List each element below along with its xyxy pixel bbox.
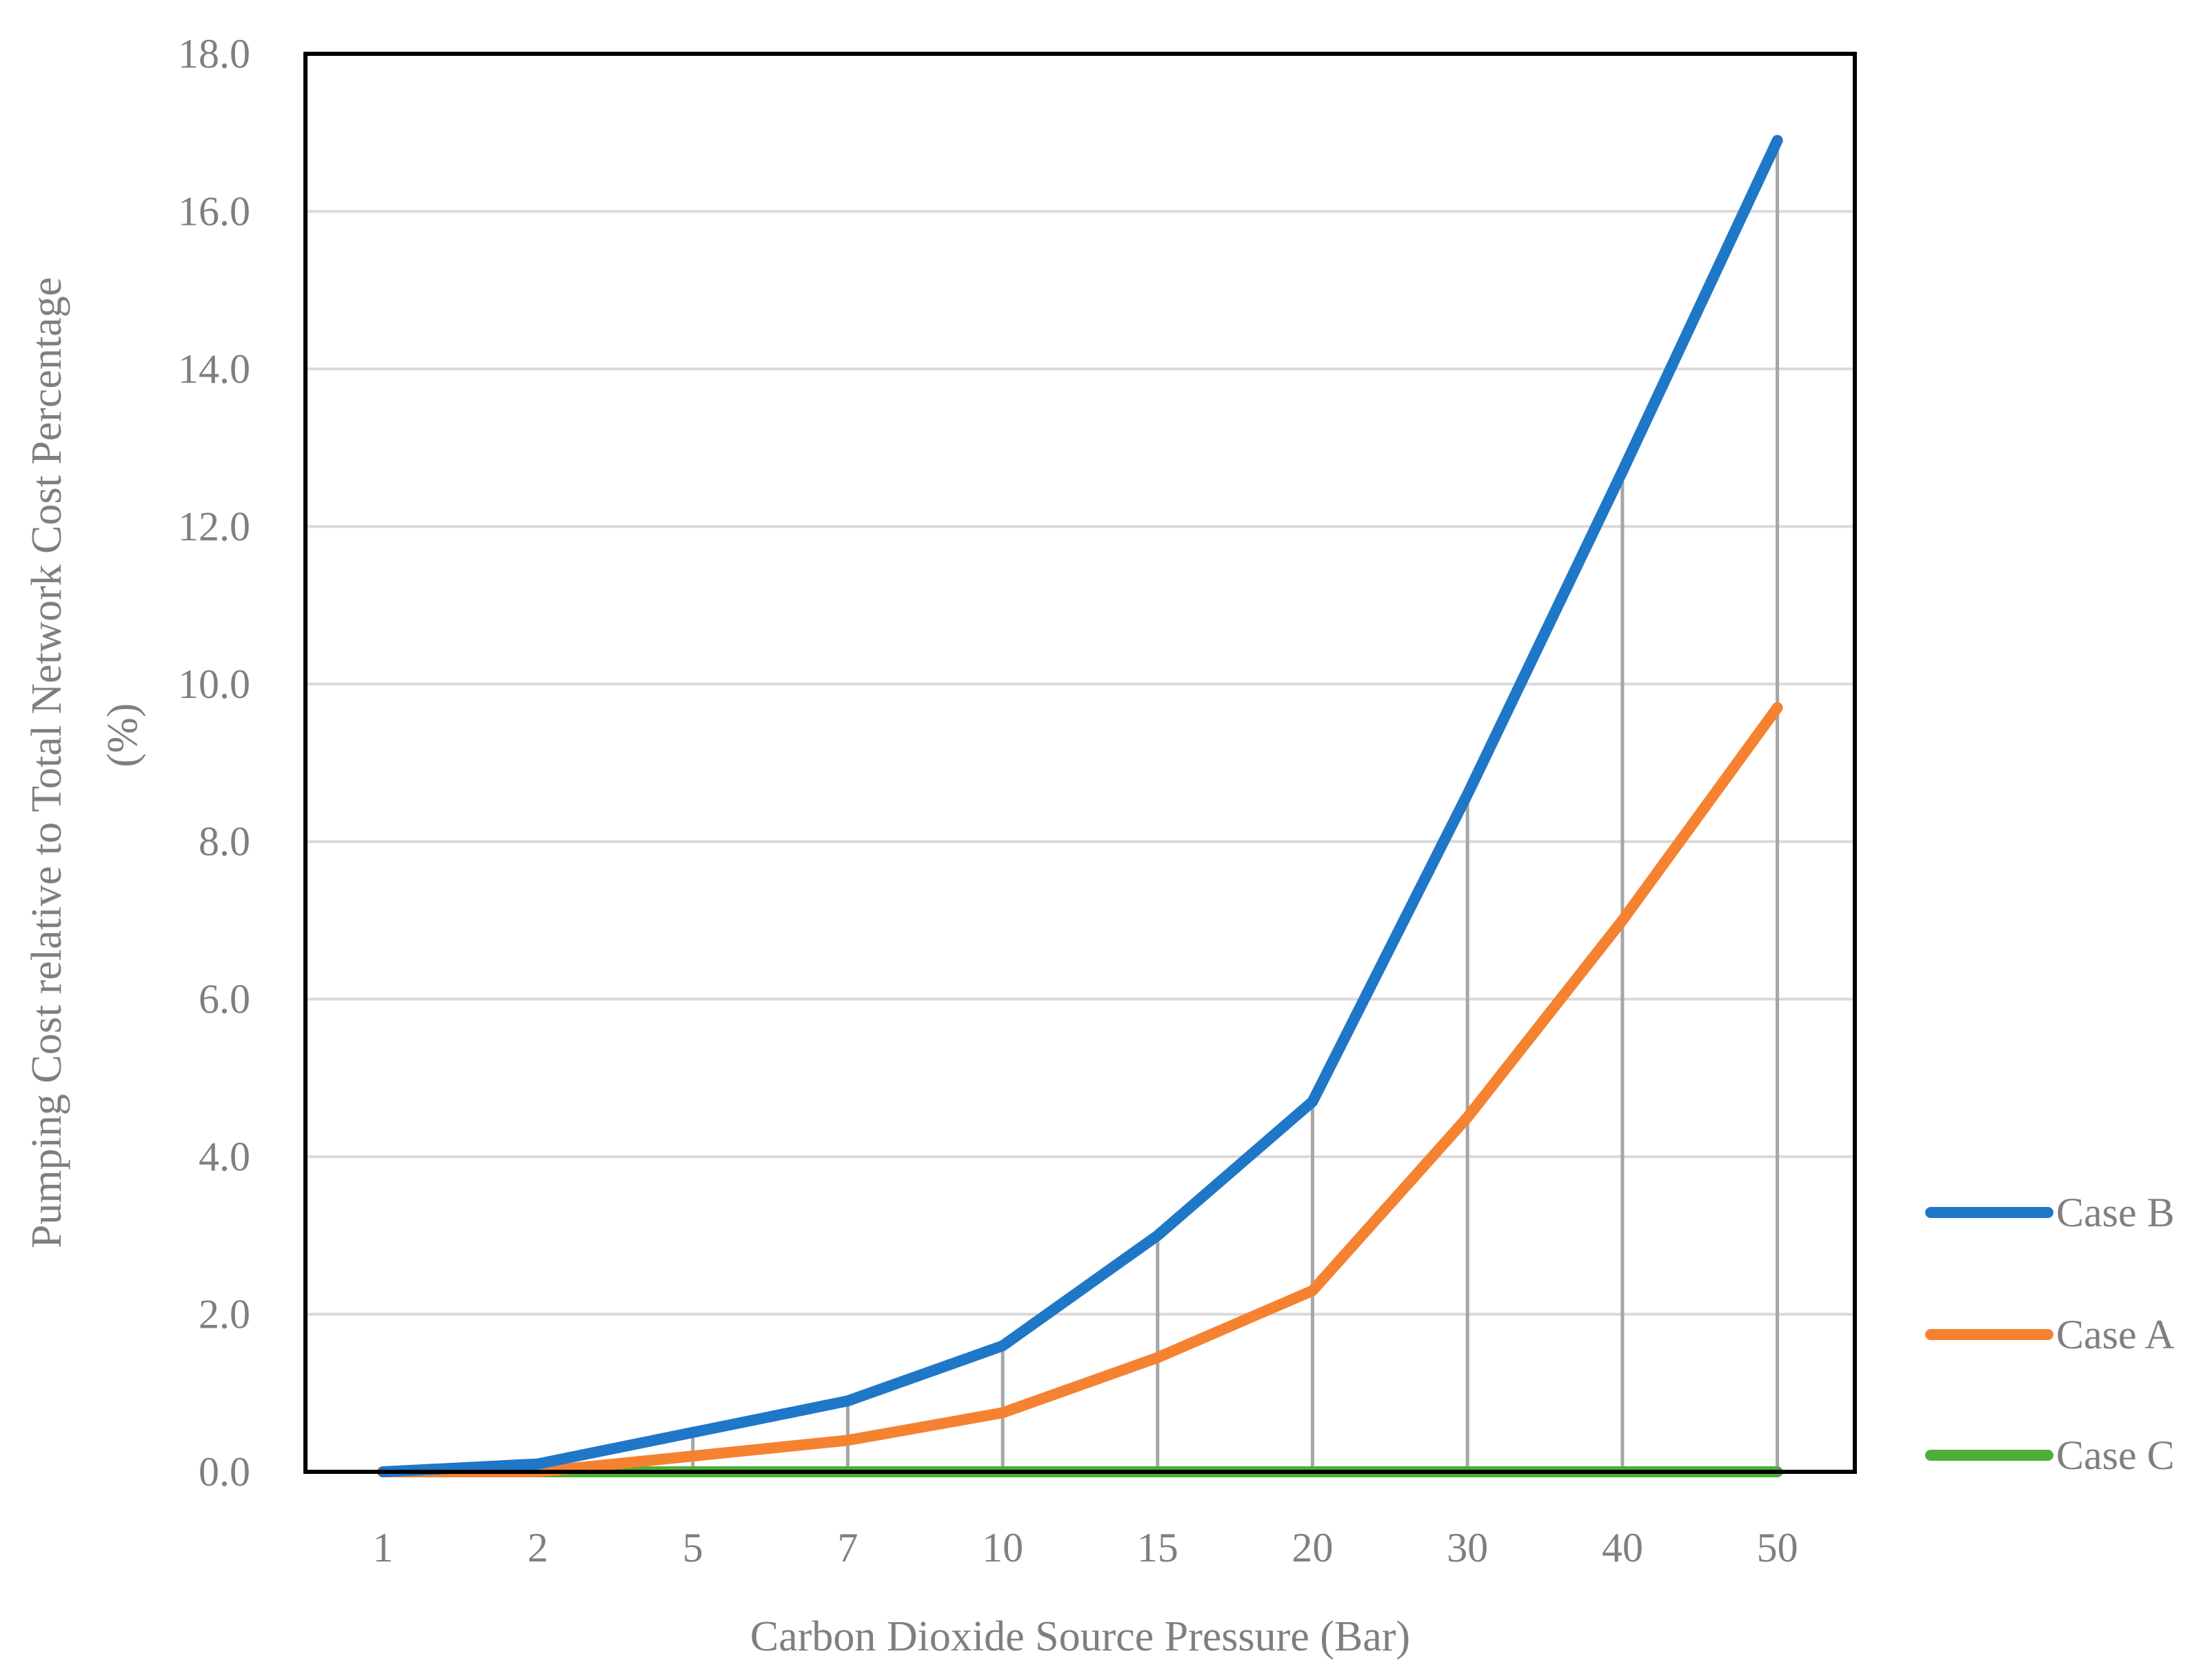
- legend-label: Case C: [2056, 1433, 2175, 1478]
- x-tick-label: 10: [982, 1525, 1023, 1570]
- series-line-case-a: [377, 702, 1783, 1477]
- y-tick-label: 14.0: [178, 346, 250, 392]
- legend-label: Case B: [2056, 1190, 2175, 1235]
- drop-lines: [536, 140, 1780, 1472]
- legend-item: Case C: [1925, 1433, 2175, 1478]
- x-tick-label: 1: [372, 1525, 393, 1570]
- legend-item: Case B: [1925, 1190, 2175, 1235]
- x-axis-tick-labels: 1 2 5 7 10 15 20 30 40 50: [372, 1525, 1798, 1570]
- y-tick-label: 10.0: [178, 661, 250, 707]
- x-tick-label: 40: [1602, 1525, 1643, 1570]
- y-tick-label: 16.0: [178, 188, 250, 234]
- y-tick-label: 0.0: [199, 1449, 250, 1495]
- series-line-case-b: [377, 134, 1783, 1477]
- x-tick-label: 50: [1757, 1525, 1798, 1570]
- x-tick-label: 30: [1447, 1525, 1488, 1570]
- legend: Case B Case A Case C: [1925, 1190, 2175, 1478]
- y-tick-label: 4.0: [199, 1134, 250, 1179]
- legend-label: Case A: [2056, 1312, 2175, 1357]
- plot-area-border: [303, 52, 1857, 1474]
- x-axis-title: Carbon Dioxide Source Pressure (Bar): [750, 1613, 1410, 1660]
- x-tick-label: 20: [1292, 1525, 1334, 1570]
- y-tick-label: 12.0: [178, 503, 250, 549]
- y-tick-label: 8.0: [199, 819, 250, 864]
- y-tick-label: 18.0: [178, 31, 250, 77]
- x-tick-label: 2: [527, 1525, 548, 1570]
- y-axis-tick-labels: 0.0 2.0 4.0 6.0 8.0 10.0 12.0 14.0 16.0 18.0: [178, 31, 250, 1495]
- x-tick-label: 5: [683, 1525, 703, 1570]
- y-axis-title-line-2: (%): [99, 703, 146, 768]
- x-tick-label: 15: [1137, 1525, 1178, 1570]
- y-axis-title-line-1: Pumping Cost relative to Total Network C…: [23, 277, 70, 1248]
- legend-item: Case A: [1925, 1312, 2175, 1357]
- y-tick-label: 6.0: [199, 977, 250, 1022]
- y-axis-title: Pumping Cost relative to Total Network C…: [23, 277, 146, 1248]
- series-lines: [377, 134, 1783, 1477]
- y-tick-label: 2.0: [199, 1292, 250, 1337]
- x-tick-label: 7: [837, 1525, 858, 1570]
